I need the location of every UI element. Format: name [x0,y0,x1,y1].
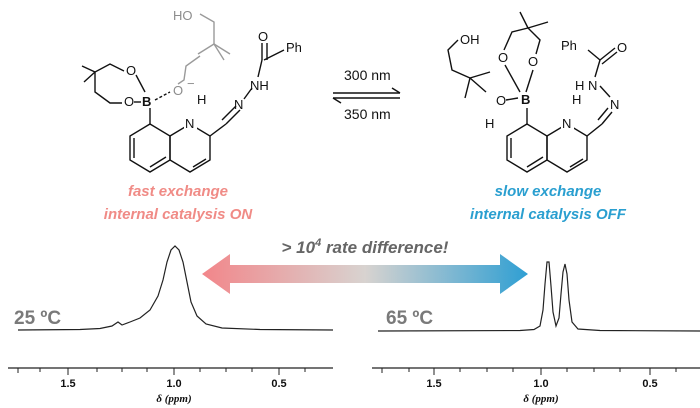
atom-label: N [185,116,194,131]
atom-label: OH [460,32,480,47]
tick-label: 0.5 [271,378,286,390]
atom-label: O [258,29,268,44]
tick-label: 1.5 [60,378,75,390]
right-temperature: 65 ºC [386,308,433,329]
atom-label: N [588,78,597,93]
atom-label: NH [250,78,269,93]
right-molecule: OH O H O O B H N [447,11,627,173]
tick-label: 0.5 [642,378,657,390]
photoswitch-arrows: 300 nm 350 nm [332,67,401,122]
atom-label: H [485,116,494,131]
x-axis-label: δ (ppm) [523,393,558,405]
right-diol-arm: OH O H [447,32,506,131]
atom-label: O [173,83,183,98]
right-quinoline: N N H N O Ph [506,38,627,173]
tick-label: 1.0 [166,378,181,390]
atom-label: N [610,97,619,112]
rate-difference-arrow: > 104 rate difference! [202,237,528,294]
left-state-label: fast exchange internal catalysis ON [104,183,254,223]
tick-label: 1.5 [426,378,441,390]
atom-label: − [187,76,195,91]
atom-label: B [142,94,151,109]
left-temperature: 25 ºC [14,308,61,329]
left-nmr-spectrum: 25 ºC 1.5 1.0 0.5 δ (ppm) [8,245,334,405]
atom-label: HO [173,8,193,23]
rate-label-suffix: rate difference! [321,238,449,257]
right-state-line2: internal catalysis OFF [470,206,627,223]
atom-label: O [124,94,134,109]
left-molecule: HO O − O O B H [81,8,302,173]
atom-label: O [496,93,506,108]
atom-label: N [562,116,571,131]
atom-label: O [617,40,627,55]
x-axis-label: δ (ppm) [156,393,191,405]
atom-label: O [126,63,136,78]
atom-label: H [572,92,581,107]
right-state-label: slow exchange internal catalysis OFF [470,183,627,223]
left-state-line1: fast exchange [128,183,228,200]
left-diol-arm: HO O − [173,8,231,98]
svg-text:> 104 rate difference!: > 104 rate difference! [282,237,449,257]
forward-wavelength: 300 nm [344,67,391,83]
atom-label: Ph [286,40,302,55]
reverse-wavelength: 350 nm [344,106,391,122]
atom-label: O [498,50,508,65]
right-state-line1: slow exchange [495,183,602,200]
rate-label-sup: 4 [314,237,321,249]
atom-label: O [528,54,538,69]
left-boronate-ring: O O B [81,63,171,109]
right-boronate-ring: O O B [498,11,549,107]
tick-label: 1.0 [533,378,548,390]
rate-label-prefix: > 10 [282,238,316,257]
right-nmr-spectrum: 65 ºC 1.5 1.0 0.5 δ (ppm) [372,261,700,405]
atom-label: Ph [561,38,577,53]
atom-label: N [234,97,243,112]
left-state-line2: internal catalysis ON [104,206,254,223]
left-quinoline: N N NH O Ph [129,29,302,173]
atom-label: H [575,78,584,93]
atom-label: H [197,92,206,107]
atom-label: B [521,92,530,107]
